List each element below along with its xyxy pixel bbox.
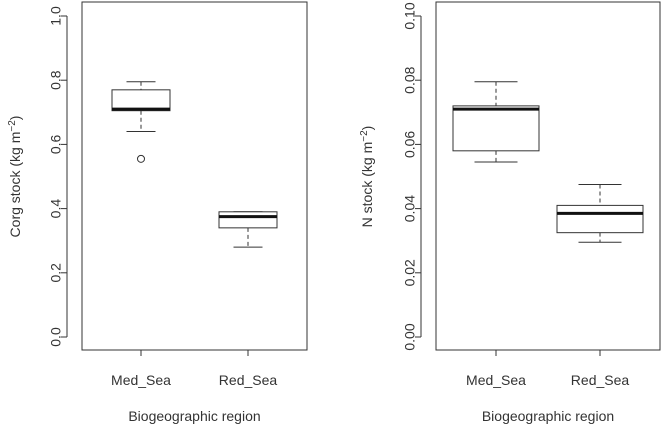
y-tick-label: 0.0 xyxy=(48,327,64,347)
box-Red_Sea xyxy=(218,211,278,248)
y-tick-label: 0.00 xyxy=(402,323,418,350)
outlier-point xyxy=(137,154,145,163)
y-tick-label: 0.04 xyxy=(402,195,418,222)
y-tick-label: 0.2 xyxy=(48,263,64,283)
x-axis-title: Biogeographic region xyxy=(482,408,614,424)
y-tick-label: 0.10 xyxy=(402,2,418,29)
y-tick-label: 0.08 xyxy=(402,66,418,93)
x-tick-label: Med_Sea xyxy=(466,372,526,388)
y-axis-title: N stock (kg m−2) xyxy=(359,126,376,228)
x-axis-title: Biogeographic region xyxy=(128,408,260,424)
x-tick-label: Red_Sea xyxy=(219,372,278,388)
y-axis-title: Corg stock (kg m−2) xyxy=(7,116,24,238)
box-Med_Sea xyxy=(452,81,540,163)
plot-frame xyxy=(435,1,661,351)
iqr-box xyxy=(556,204,644,234)
iqr-box xyxy=(218,211,278,229)
n-stock-panel: 0.00 0.02 0.04 0.06 0.08 0.10 Med_Sea Red_Sea Bi… xyxy=(359,1,661,424)
box-Med_Sea xyxy=(111,81,171,163)
x-tick-label: Red_Sea xyxy=(571,372,630,388)
y-tick-label: 0.8 xyxy=(48,70,64,90)
iqr-box xyxy=(452,105,540,152)
plot-frame xyxy=(81,1,308,351)
x-tick-label: Med_Sea xyxy=(111,372,171,388)
corg-stock-panel: 0.0 0.2 0.4 0.6 0.8 1.0 Med_Sea Red_Sea Biogeogr… xyxy=(7,1,308,424)
box-Red_Sea xyxy=(556,184,644,243)
y-tick-label: 1.0 xyxy=(48,6,64,26)
iqr-box xyxy=(111,89,171,112)
y-tick-label: 0.6 xyxy=(48,134,64,154)
y-tick-label: 0.4 xyxy=(48,199,64,219)
y-tick-label: 0.02 xyxy=(402,259,418,286)
y-tick-label: 0.06 xyxy=(402,131,418,158)
